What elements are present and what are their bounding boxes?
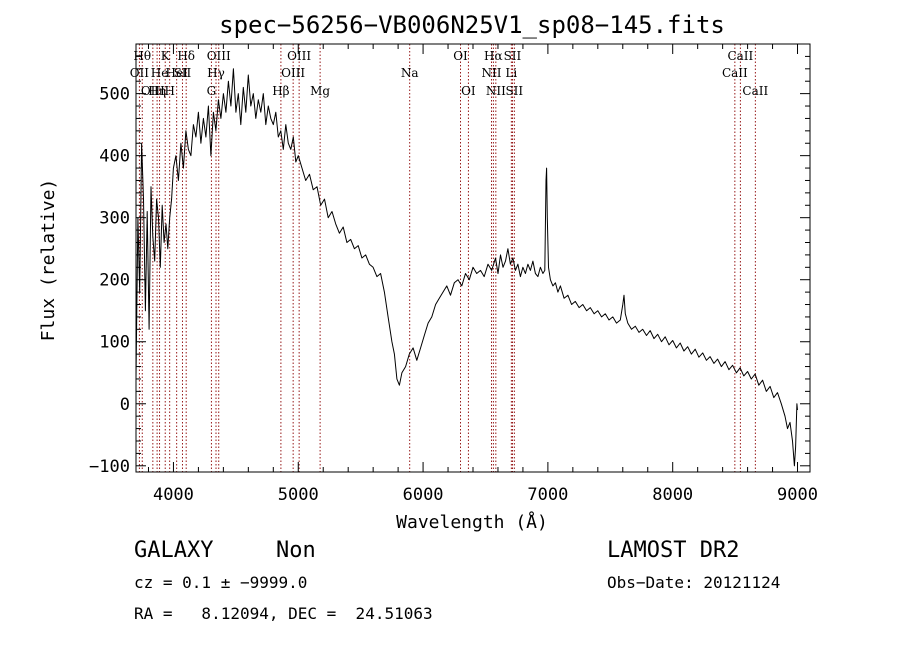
reference-line-label: CaII bbox=[742, 84, 768, 98]
reference-line-label: Hβ bbox=[272, 84, 289, 98]
y-tick-label: 100 bbox=[99, 333, 130, 353]
reference-line-label: Li bbox=[505, 66, 517, 80]
reference-line-label: OIII bbox=[281, 66, 305, 80]
reference-line-label: CaII bbox=[722, 66, 748, 80]
reference-line-label: SII bbox=[174, 66, 192, 80]
plot-frame bbox=[135, 43, 811, 473]
x-tick-label: 6000 bbox=[403, 485, 444, 505]
axes-layer: 4000 5000 6000 7000 8000 9000 −100 0 100 200 300 40… bbox=[89, 43, 818, 505]
reference-labels-layer: HθOIIOIIIHeHηKHHeISIIHδGHγOIIIHβOIIIOIII… bbox=[130, 49, 769, 98]
reference-line-label: HeI bbox=[166, 66, 189, 80]
x-tick-label: 4000 bbox=[153, 485, 194, 505]
spectrum-series-line bbox=[135, 68, 798, 467]
reference-line-label: SII bbox=[505, 84, 523, 98]
reference-line-label: Hα bbox=[484, 49, 503, 63]
observation-date: Obs−Date: 20121124 bbox=[607, 573, 781, 592]
coordinates-line: RA = 8.12094, DEC = 24.51063 bbox=[134, 604, 433, 623]
reference-line-label: NII bbox=[486, 84, 506, 98]
x-tick-label: 7000 bbox=[527, 485, 568, 505]
x-tick-label: 5000 bbox=[278, 485, 319, 505]
reference-line-label: OII bbox=[130, 66, 150, 80]
reference-line-label: K bbox=[161, 49, 171, 63]
reference-line-label: He bbox=[151, 66, 169, 80]
y-axis-label: Flux (relative) bbox=[38, 179, 59, 342]
y-tick-label: 400 bbox=[99, 147, 130, 167]
reference-line-label: OI bbox=[453, 49, 468, 63]
y-tick-label: 200 bbox=[99, 271, 130, 291]
reference-line-label: Hθ bbox=[133, 49, 151, 63]
reference-line-label: OIII bbox=[207, 49, 231, 63]
reference-line-label: G bbox=[207, 84, 217, 98]
y-tick-label: −100 bbox=[89, 457, 130, 477]
reference-line-label: CaII bbox=[727, 49, 753, 63]
reference-line-label: OIII bbox=[141, 84, 165, 98]
reference-line-label: Hγ bbox=[207, 66, 225, 80]
reference-line-label: Mg bbox=[310, 84, 330, 98]
object-class: GALAXY bbox=[134, 538, 214, 563]
reference-lines-layer bbox=[138, 44, 756, 472]
x-tick-label: 8000 bbox=[652, 485, 693, 505]
redshift-line: cz = 0.1 ± −9999.0 bbox=[134, 573, 308, 592]
reference-line-label: SII bbox=[504, 49, 522, 63]
y-tick-label: 500 bbox=[99, 85, 130, 105]
reference-line-label: Hη bbox=[148, 84, 166, 98]
x-tick-label: 9000 bbox=[777, 485, 818, 505]
survey-name: LAMOST DR2 bbox=[607, 538, 740, 563]
y-tick-label: 0 bbox=[120, 395, 130, 415]
y-tick-label: 300 bbox=[99, 209, 130, 229]
x-axis-label: Wavelength (Å) bbox=[396, 511, 548, 533]
reference-line-label: OIII bbox=[287, 49, 311, 63]
reference-line-label: NII bbox=[481, 66, 501, 80]
series-layer bbox=[135, 68, 798, 467]
reference-line-label: OI bbox=[461, 84, 476, 98]
reference-line-label: Hδ bbox=[177, 49, 195, 63]
reference-line-label: Na bbox=[401, 66, 419, 80]
chart-title: spec−56256−VB006N25V1_sp08−145.fits bbox=[219, 11, 725, 39]
object-subclass: Non bbox=[276, 538, 316, 563]
reference-line-label: H bbox=[164, 84, 174, 98]
